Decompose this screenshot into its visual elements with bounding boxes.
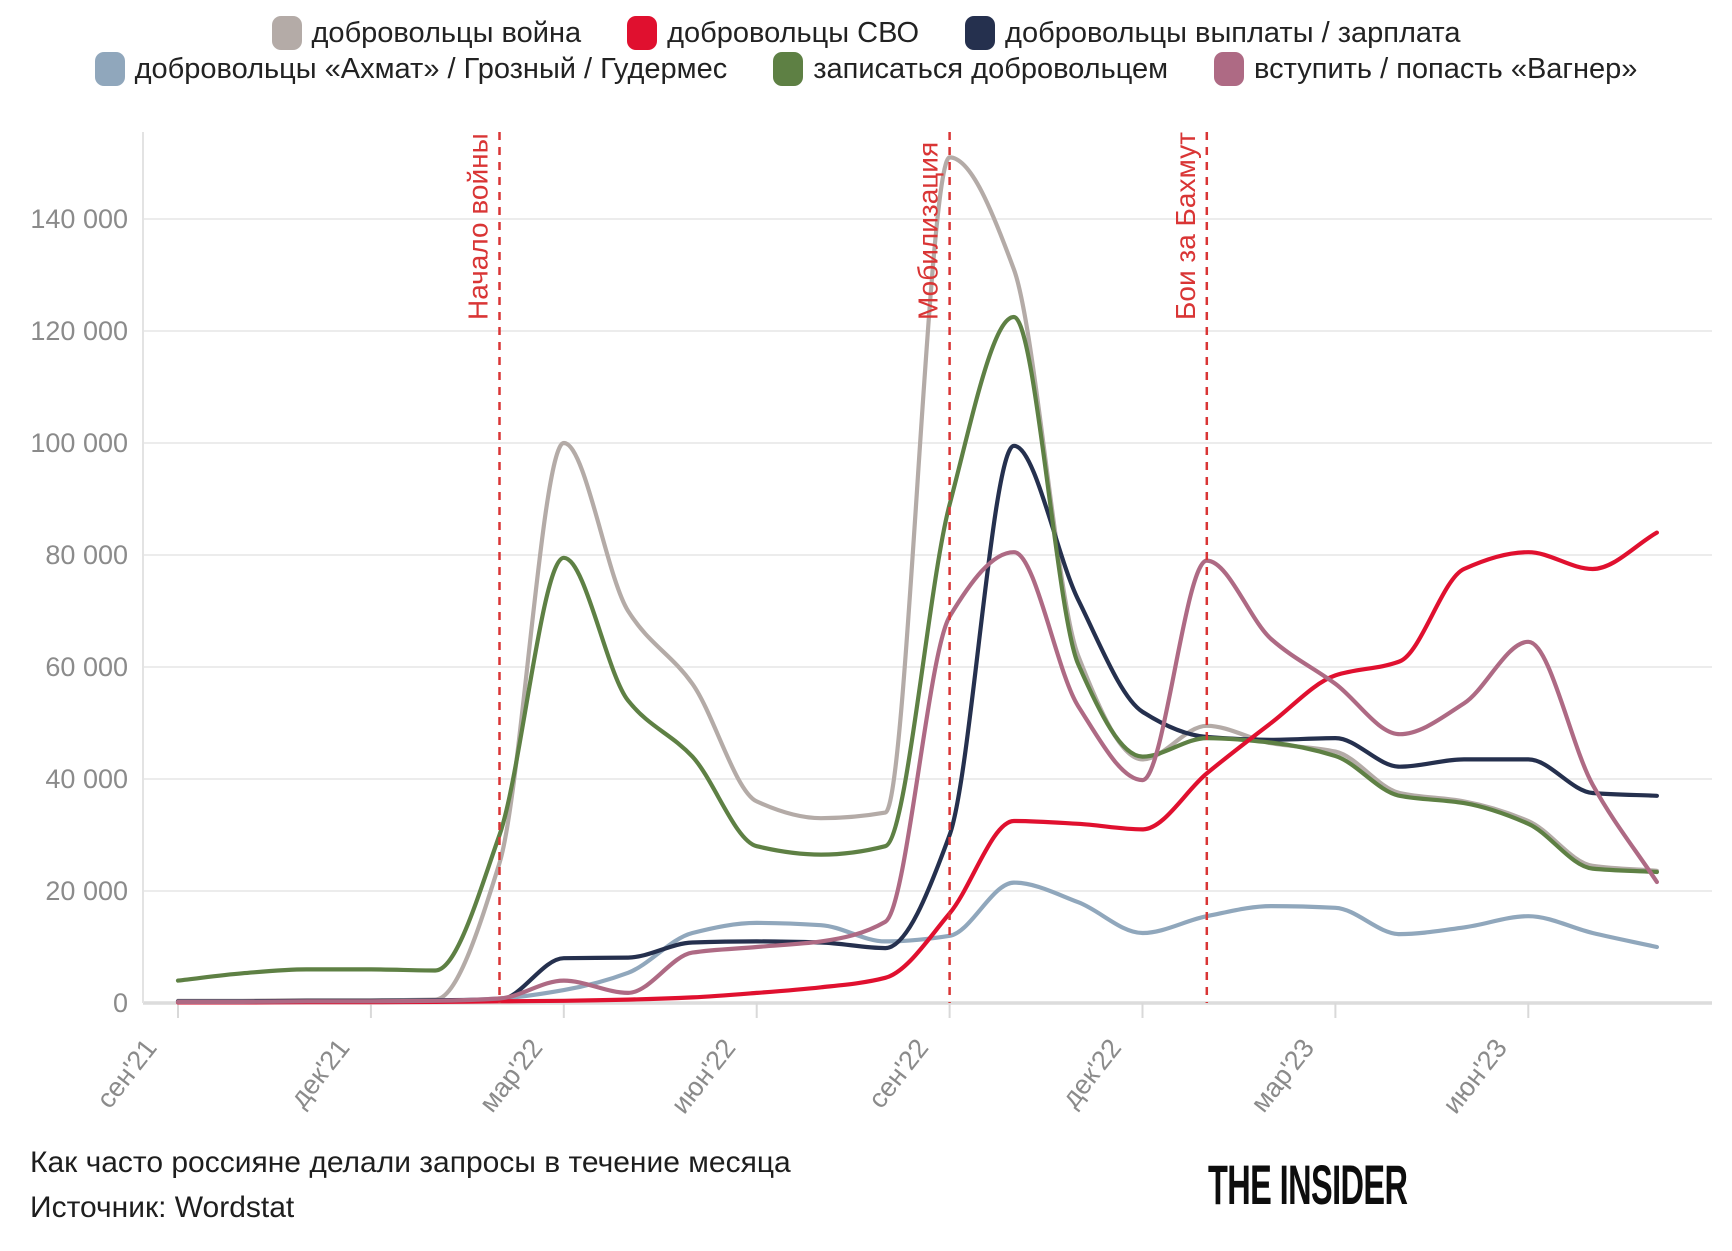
y-tick-label: 80 000 bbox=[45, 540, 128, 570]
legend-swatch-join-wagner bbox=[1214, 52, 1245, 86]
y-tick-label: 20 000 bbox=[45, 876, 128, 906]
y-tick-label: 120 000 bbox=[30, 316, 128, 346]
x-tick-label: дек'22 bbox=[1056, 1033, 1128, 1113]
legend-swatch-sign-up-volunteer bbox=[773, 52, 804, 86]
series-line-volunteers-war bbox=[175, 155, 1659, 1003]
legend-item-join-wagner: вступить / попасть «Вагнер» bbox=[1214, 52, 1637, 86]
y-tick-label: 0 bbox=[113, 988, 128, 1018]
y-tick-label: 40 000 bbox=[45, 764, 128, 794]
chart-legend: добровольцы война добровольцы СВО добровол… bbox=[0, 16, 1732, 86]
y-tick-label: 60 000 bbox=[45, 652, 128, 682]
legend-swatch-volunteers-payments bbox=[965, 16, 996, 50]
legend-item-volunteers-akhmat: добровольцы «Ахмат» / Грозный / Гудермес bbox=[94, 52, 728, 86]
legend-label: добровольцы выплаты / зарплата bbox=[1005, 16, 1461, 49]
insider-logo: THE INSIDER bbox=[1208, 1153, 1408, 1216]
series-line-volunteers-akhmat bbox=[175, 880, 1659, 1005]
caption-block: Как часто россияне делали запросы в тече… bbox=[30, 1140, 791, 1230]
legend-swatch-volunteers-war bbox=[271, 16, 302, 50]
x-tick-label: июн'22 bbox=[665, 1033, 741, 1119]
chart-title: Как часто россияне делали запросы в тече… bbox=[30, 1146, 791, 1179]
x-tick-label: дек'21 bbox=[284, 1033, 356, 1113]
y-tick-label: 140 000 bbox=[30, 204, 128, 234]
legend-swatch-volunteers-akhmat bbox=[94, 52, 125, 86]
x-tick-label: мар'22 bbox=[473, 1033, 548, 1118]
legend-item-volunteers-svo: добровольцы СВО bbox=[627, 16, 919, 50]
annotation-label-0: Начало войны bbox=[463, 133, 494, 320]
x-tick-label: сен'22 bbox=[862, 1033, 934, 1113]
series-line-join-wagner bbox=[175, 550, 1659, 1005]
legend-item-sign-up-volunteer: записаться добровольцем bbox=[773, 52, 1168, 86]
chart-source: Источник: Wordstat bbox=[30, 1191, 295, 1224]
annotation-label-2: Бои за Бахмут bbox=[1170, 132, 1201, 320]
legend-row-1: добровольцы война добровольцы СВО добровол… bbox=[0, 16, 1732, 50]
annotation-label-1: Мобилизация bbox=[913, 142, 944, 320]
legend-item-volunteers-payments: добровольцы выплаты / зарплата bbox=[965, 16, 1460, 50]
legend-row-2: добровольцы «Ахмат» / Грозный / Гудермес… bbox=[0, 52, 1732, 86]
legend-item-volunteers-war: добровольцы война bbox=[271, 16, 582, 50]
legend-swatch-volunteers-svo bbox=[627, 16, 658, 50]
legend-label: вступить / попасть «Вагнер» bbox=[1254, 52, 1638, 85]
series-line-sign-up-volunteer bbox=[175, 314, 1659, 983]
x-tick-label: мар'23 bbox=[1245, 1033, 1320, 1118]
legend-label: добровольцы война bbox=[311, 16, 582, 49]
x-tick-label: сен'21 bbox=[91, 1033, 163, 1113]
y-tick-label: 100 000 bbox=[30, 428, 128, 458]
x-tick-label: июн'23 bbox=[1437, 1033, 1513, 1119]
legend-label: добровольцы СВО bbox=[667, 16, 920, 49]
legend-label: добровольцы «Ахмат» / Грозный / Гудермес bbox=[134, 52, 728, 85]
legend-label: записаться добровольцем bbox=[813, 52, 1169, 85]
